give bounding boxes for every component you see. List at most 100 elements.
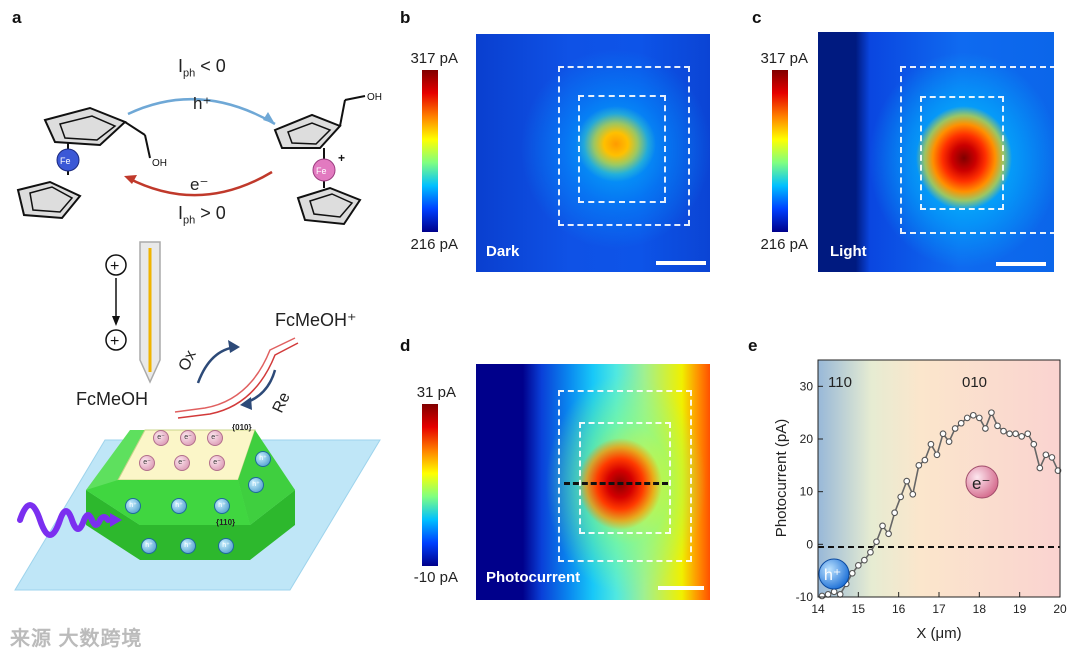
panel-b-inner-box [578,95,666,203]
reduction-arrow [127,170,273,197]
photocurrent-point [1012,430,1019,438]
fe-left-label: Fe [60,156,71,166]
photocurrent-point [903,477,911,485]
plus-circle-top [105,254,127,276]
panel-c-cbar-max: 317 pA [760,50,808,67]
panel-d-cbar-min: -10 pA [413,569,458,586]
x-tick-label: 20 [1053,602,1067,616]
hole-particle: h⁺ [141,538,157,554]
probe-electrode [139,241,161,384]
panel-c-letter: c [752,8,762,27]
hole-particle: h⁺ [218,538,234,554]
iph-pos-sub: ph [183,214,196,227]
x-tick-label: 19 [1013,602,1027,616]
photocurrent-point [939,430,947,438]
photocurrent-point [963,414,971,422]
electron-particle: e⁻ [174,455,190,471]
photocurrent-point [994,422,1001,430]
light-wave [17,502,111,538]
photocurrent-point [873,538,880,546]
oh-right-label: OH [367,92,382,103]
photocurrent-point [1018,433,1026,440]
panel-e-letter: e [748,336,758,355]
photocurrent-point [1054,467,1062,474]
photocurrent-point [1042,451,1050,459]
panel-d-colorbar [422,404,438,566]
photocurrent-point [909,490,917,498]
x-tick-label: 14 [811,602,825,616]
photocurrent-point [1006,430,1013,438]
iph-neg-I: I [178,56,184,76]
panel-d-letter: d [400,336,411,355]
photocurrent-point [1048,454,1056,461]
panel-a-schematic: Fe OH Fe + OH + + [14,92,382,591]
x-tick-label: 15 [852,602,866,616]
oh-left-label: OH [152,158,167,169]
facet-010-label: {010} [232,423,252,432]
panel-d-scalebar [658,586,704,590]
panel-e-electron-badge: e⁻ [972,474,990,493]
fcmeoh-label: FcMeOH [76,389,148,409]
bivo4-crystal [86,429,295,560]
photocurrent-point [1024,430,1032,438]
re-arrow [244,369,277,405]
panel-e-facet-left: 110 [828,374,852,391]
iph-pos-I: I [178,203,184,223]
electron-particle: e⁻ [209,455,225,471]
panel-c-colorbar [772,70,788,232]
panel-b-colorbar [422,70,438,232]
photocurrent-point [988,409,995,417]
panel-e-xlabel: X (μm) [916,625,961,642]
photocurrent-point [915,461,923,469]
photocurrent-point [1036,464,1044,472]
photocurrent-point [945,438,953,445]
photocurrent-point [836,591,844,598]
iph-neg-rel: < 0 [195,56,226,76]
electron-label: e⁻ [190,175,209,194]
photocurrent-point [927,440,935,448]
panel-c-heatmap: Light [818,32,1054,272]
ferrocene-left [16,106,151,220]
photocurrent-point [824,591,832,598]
panel-c-scalebar [996,262,1046,266]
plus-top-label: + [110,258,119,275]
hole-particle: h⁺ [255,451,271,467]
hole-particle: h⁺ [171,498,187,514]
panel-c-map-label: Light [830,243,867,260]
iph-positive-label: Iph > 0 [178,203,226,227]
photocurrent-point [951,425,959,432]
panel-d-inner-box [579,422,671,534]
x-tick-label: 16 [892,602,906,616]
y-tick-label: 20 [800,432,814,446]
photocurrent-point [818,592,826,600]
panel-d-heatmap: Photocurrent [476,364,710,600]
panel-c-cbar-min: 216 pA [760,236,808,253]
photocurrent-point [1030,440,1038,448]
iph-pos-rel: > 0 [195,203,226,223]
photocurrent-point [897,493,905,501]
photocurrent-point [885,530,892,538]
panel-e-electron-ball [965,465,999,499]
panel-d-map-label: Photocurrent [486,569,581,586]
photocurrent-point [969,411,977,419]
panel-b-scalebar [656,261,706,265]
panel-d-profile-line [564,482,668,485]
y-tick-label: 30 [800,379,814,393]
panel-d-outer-box [558,390,692,562]
electron-particle: e⁻ [207,430,223,446]
photocurrent-point [982,425,989,432]
panel-a-letter: a [12,8,22,27]
hole-particle: h⁺ [180,538,196,554]
panel-e-facet-right: 010 [962,374,987,391]
photocurrent-point [957,419,965,427]
plus-bottom-label: + [110,333,119,350]
photocurrent-point [879,522,886,530]
cv-curve [174,337,296,413]
panel-c-inner-box [920,96,1004,210]
iph-negative-label: Iph < 0 [178,56,226,80]
panel-d-cbar-max: 31 pA [416,384,456,401]
panel-b-cbar-max: 317 pA [410,50,458,67]
panel-b-cbar-min: 216 pA [410,236,458,253]
x-tick-label: 17 [932,602,946,616]
